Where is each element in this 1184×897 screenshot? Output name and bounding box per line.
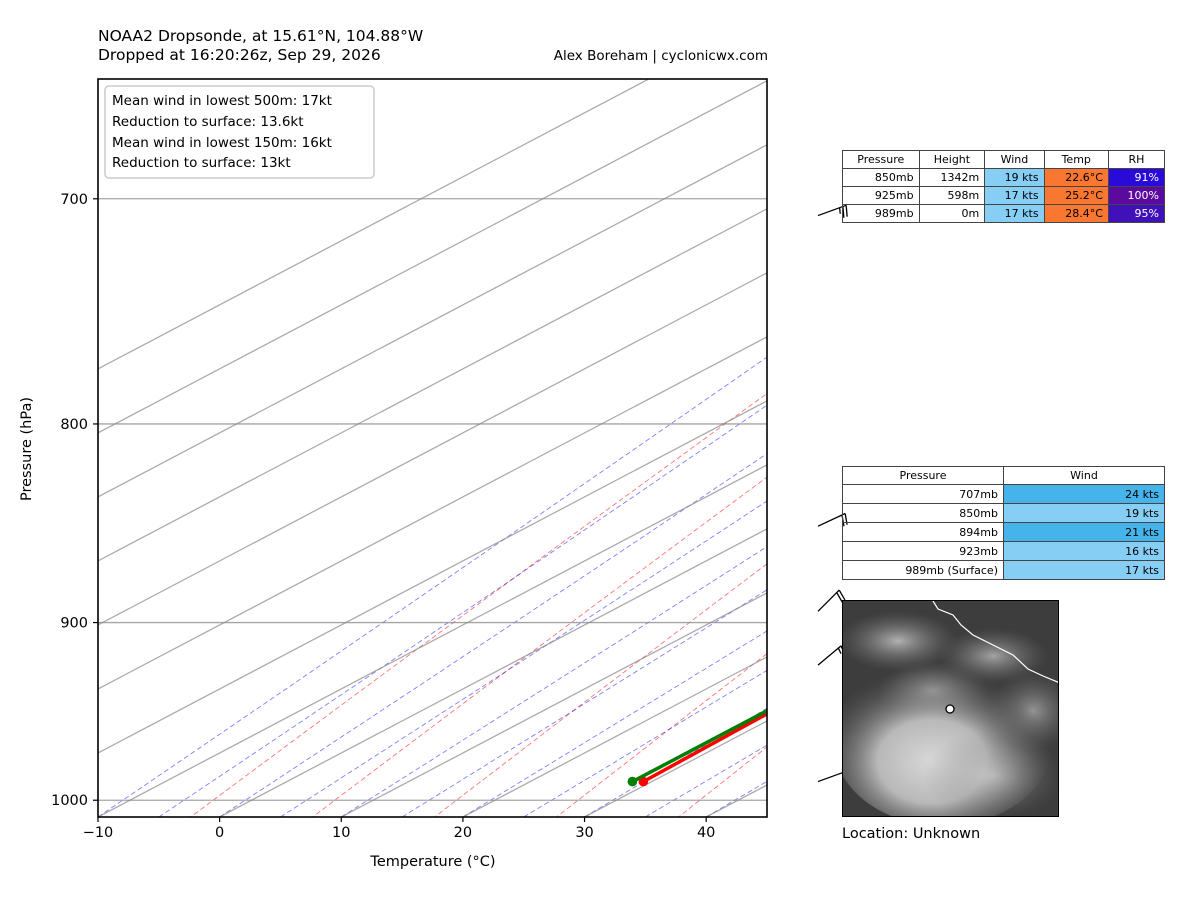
isotherm-line [340, 592, 767, 817]
drop-location-marker [945, 704, 955, 714]
x-tick-label: 40 [697, 825, 715, 841]
info-line-4: Reduction to surface: 13kt [112, 155, 291, 171]
wind-row: 923mb 16 kts [842, 541, 1165, 561]
info-box [104, 85, 375, 179]
y-tick-label: 700 [60, 192, 88, 208]
moist-adiabat-line [462, 630, 767, 817]
levels-header-cell: Temp [1043, 150, 1109, 169]
moist-adiabat-line [280, 500, 767, 817]
x-tick-label: 0 [215, 825, 224, 841]
levels-cell: 95% [1107, 204, 1166, 223]
info-line-1: Mean wind in lowest 500m: 17kt [112, 93, 332, 109]
dewpoint-point [627, 776, 638, 787]
moist-adiabat-line [401, 589, 767, 817]
levels-cell: 22.6°C [1043, 168, 1109, 187]
x-tick-label: 20 [454, 825, 472, 841]
isotherm-line [98, 400, 767, 754]
wind-cell: 707mb [842, 484, 1004, 504]
wind-cell: 894mb [842, 522, 1004, 542]
credit-text: Alex Boreham | cyclonicwx.com [553, 48, 768, 64]
moist-adiabat-line [98, 356, 767, 817]
chart-title-line1: NOAA2 Dropsonde, at 15.61°N, 104.88°W [98, 27, 424, 45]
wind-table: Pressure Wind 707mb 24 kts 850mb 19 kts 894mb… [842, 466, 1165, 580]
info-line-3: Mean wind in lowest 150m: 16kt [112, 135, 332, 151]
dry-adiabat-line [433, 563, 767, 817]
wind-row: 894mb 21 kts [842, 522, 1165, 542]
chart-title-line2: Dropped at 16:20:26z, Sep 29, 2026 [98, 46, 381, 64]
levels-cell: 19 kts [984, 168, 1045, 187]
levels-row: 850mb 1342m 19 kts 22.6°C 91% [842, 168, 1166, 187]
wind-row: 707mb 24 kts [842, 484, 1165, 504]
y-tick-label: 800 [60, 417, 88, 433]
dewpoint-line [631, 708, 767, 784]
dry-adiabat-line [189, 392, 767, 817]
isotherm-line [98, 464, 767, 817]
x-axis-label: Temperature (°C) [369, 854, 495, 870]
y-tick-label: 1000 [51, 793, 88, 809]
wind-cell: 16 kts [1003, 541, 1165, 561]
levels-cell: 1342m [918, 168, 986, 187]
levels-header-cell: Wind [984, 150, 1045, 169]
levels-row: 925mb 598m 17 kts 25.2°C 100% [842, 186, 1166, 205]
levels-cell: 17 kts [984, 186, 1045, 205]
wind-cell: 24 kts [1003, 484, 1165, 504]
isotherm-line [98, 272, 767, 626]
levels-cell: 100% [1107, 186, 1166, 205]
wind-cell: 923mb [842, 541, 1004, 561]
location-label: Location: Unknown [842, 826, 981, 842]
wind-cell: 17 kts [1003, 560, 1165, 580]
levels-header-cell: Height [918, 150, 986, 169]
levels-header-cell: RH [1107, 150, 1166, 169]
wind-row: 989mb (Surface) 17 kts [842, 560, 1165, 580]
satellite-imagery [843, 601, 1058, 816]
y-tick-label: 900 [60, 616, 88, 632]
temperature-point [638, 776, 649, 787]
wind-row: 850mb 19 kts [842, 503, 1165, 523]
levels-cell: 598m [918, 186, 986, 205]
info-line-2: Reduction to surface: 13.6kt [112, 114, 304, 130]
dry-adiabat-line [311, 476, 767, 817]
levels-table: Pressure Height Wind Temp RH 850mb 1342m 19 kt… [842, 150, 1166, 223]
isotherm-line [219, 528, 767, 817]
satellite-image [842, 600, 1059, 817]
wind-header-cell: Pressure [842, 466, 1004, 485]
levels-cell: 0m [918, 204, 986, 223]
plot-frame [97, 78, 768, 818]
isotherm-line [98, 80, 767, 434]
x-tick-label: 10 [332, 825, 350, 841]
levels-header-cell: Pressure [842, 150, 920, 169]
wind-cell: 850mb [842, 503, 1004, 523]
levels-cell: 91% [1107, 168, 1166, 187]
levels-cell: 17 kts [984, 204, 1045, 223]
isotherm-line [98, 144, 767, 498]
wind-cell: 989mb (Surface) [842, 560, 1004, 580]
wind-cell: 21 kts [1003, 522, 1165, 542]
coastline [932, 601, 1058, 683]
wind-barb [817, 589, 846, 612]
y-axis-label: Pressure (hPa) [19, 397, 35, 501]
wind-cell: 19 kts [1003, 503, 1165, 523]
moist-adiabat-line [219, 453, 767, 817]
levels-cell: 925mb [842, 186, 920, 205]
levels-cell: 850mb [842, 168, 920, 187]
levels-cell: 25.2°C [1043, 186, 1109, 205]
levels-row: 989mb 0m 17 kts 28.4°C 95% [842, 204, 1166, 223]
isotherm-line [98, 79, 651, 370]
x-tick-label: 30 [575, 825, 593, 841]
temperature-line [642, 711, 767, 784]
levels-cell: 989mb [842, 204, 920, 223]
wind-header-cell: Wind [1003, 466, 1165, 485]
levels-cell: 28.4°C [1043, 204, 1109, 223]
x-tick-label: −10 [83, 825, 114, 841]
isotherm-line [98, 208, 767, 562]
isotherm-line [462, 656, 767, 817]
moist-adiabat-line [158, 404, 767, 817]
